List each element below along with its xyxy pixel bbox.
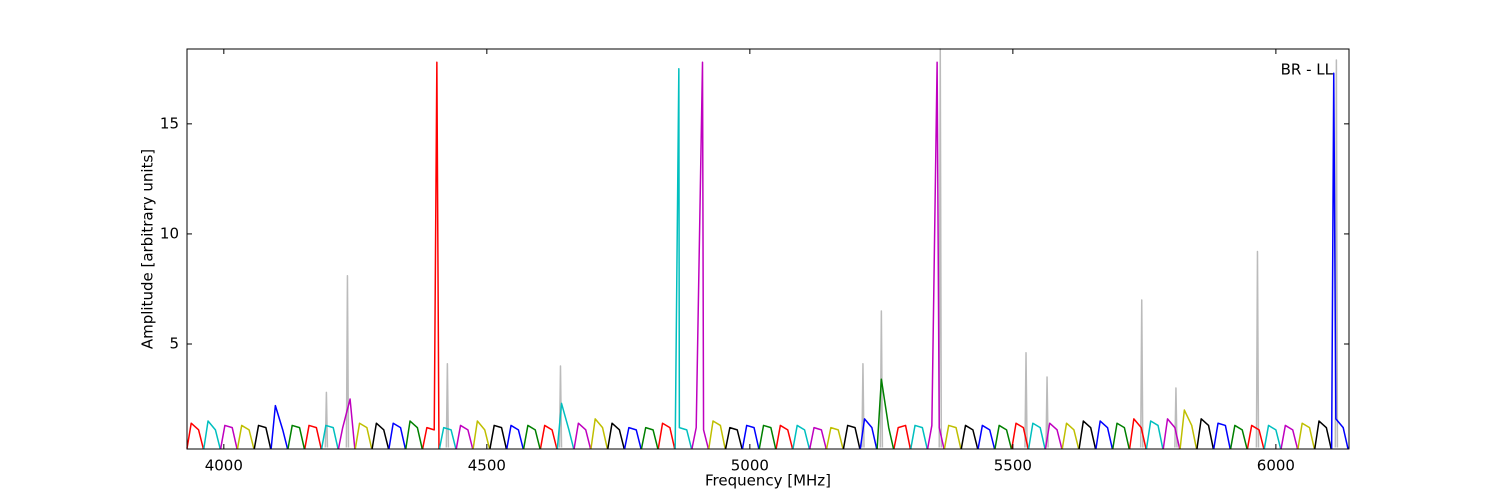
series-line [253, 418, 1332, 449]
y-tick-label: 5 [169, 334, 179, 352]
x-tick-label: 4000 [205, 457, 243, 475]
series-line [324, 48, 1339, 448]
x-tick-label: 6000 [1257, 457, 1295, 475]
series-line [236, 409, 1316, 449]
x-axis-label: Frequency [MHz] [705, 472, 831, 490]
axes-frame [186, 48, 1350, 450]
series-line [219, 61, 1299, 449]
series-line [287, 378, 1248, 449]
y-axis-label: Amplitude [arbitrary units] [139, 149, 157, 349]
plot-area [186, 48, 1349, 449]
x-tick-label: 4500 [468, 457, 506, 475]
y-tick-label: 10 [160, 224, 179, 242]
series-line [270, 72, 1349, 449]
series-line [186, 61, 1265, 449]
y-tick-label: 15 [160, 114, 179, 132]
x-tick-label: 5000 [731, 457, 769, 475]
series-line [203, 68, 1282, 449]
annotation: BR - LL [1281, 61, 1334, 79]
x-tick-label: 5500 [994, 457, 1032, 475]
